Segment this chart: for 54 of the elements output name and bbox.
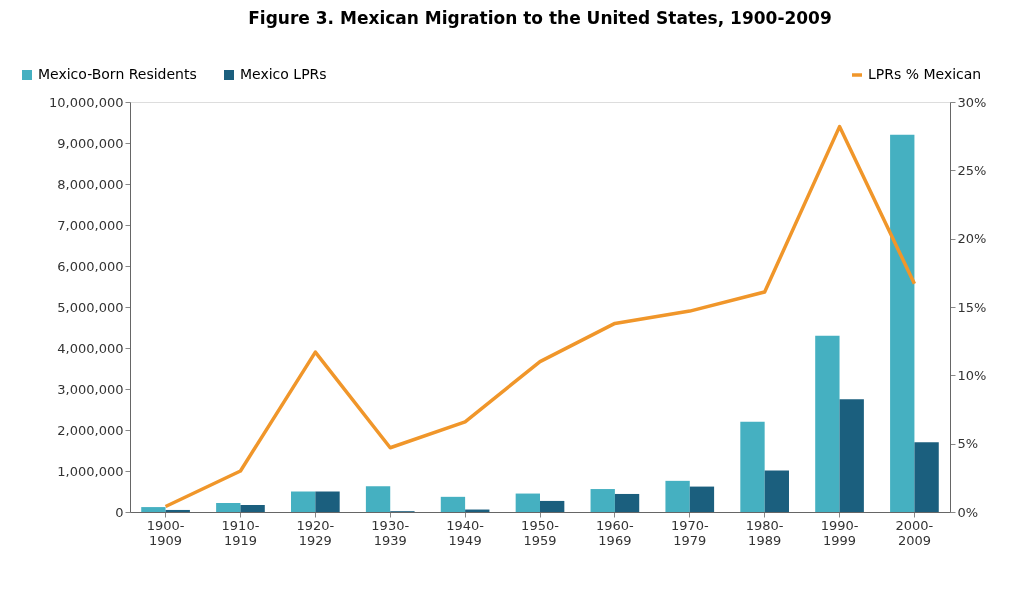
y-tick-label: 6,000,000 — [57, 258, 124, 274]
x-tick-label: 1990- 1999 — [820, 517, 859, 548]
bar — [665, 480, 690, 512]
y-tick-label: 3,000,000 — [57, 381, 124, 397]
y-tick-label: 7,000,000 — [57, 217, 124, 233]
x-tick-label: 1930- 1939 — [371, 517, 410, 548]
legend-label: LPRs % Mexican — [868, 66, 982, 82]
bar — [216, 502, 241, 512]
bar — [315, 491, 340, 512]
y2-tick-label: 10% — [957, 367, 987, 383]
chart-title: Figure 3. Mexican Migration to the United States, 1900-2009 — [248, 8, 832, 28]
legend-label: Mexico-Born Residents — [38, 66, 197, 82]
legend-label: Mexico LPRs — [240, 66, 327, 82]
y-tick-label: 0 — [115, 504, 124, 520]
y2-tick-label: 5% — [957, 436, 979, 452]
bar — [689, 486, 715, 512]
x-tick-label: 1910- 1919 — [221, 517, 260, 548]
bar — [440, 496, 466, 512]
bar — [590, 489, 615, 512]
y2-tick-label: 15% — [957, 299, 987, 315]
bar — [240, 505, 265, 512]
y2-tick-label: 25% — [957, 162, 987, 178]
bar — [165, 509, 190, 512]
y2-tick-label: 20% — [957, 231, 987, 247]
bar — [839, 399, 864, 512]
bar — [365, 486, 391, 512]
x-tick-label: 1980- 1989 — [745, 517, 784, 548]
y-tick-label: 2,000,000 — [57, 422, 124, 438]
x-tick-label: 1900- 1909 — [146, 517, 185, 548]
y-tick-label: 4,000,000 — [57, 340, 124, 356]
y-tick-label: 5,000,000 — [57, 299, 124, 315]
bar — [890, 134, 915, 512]
x-tick-label: 2000- 2009 — [895, 517, 934, 548]
bar — [764, 470, 789, 512]
bar — [540, 500, 565, 512]
bar — [291, 491, 316, 512]
bar — [515, 493, 540, 512]
x-tick-label: 1920- 1929 — [296, 517, 335, 548]
bar — [914, 442, 939, 512]
x-tick-label: 1970- 1979 — [670, 517, 709, 548]
bar — [740, 421, 765, 512]
bar — [141, 507, 166, 512]
y-tick-label: 9,000,000 — [57, 135, 124, 151]
x-tick-label: 1960- 1969 — [596, 517, 635, 548]
y-tick-label: 8,000,000 — [57, 176, 124, 192]
y2-tick-label: 30% — [957, 94, 987, 110]
y-tick-label: 1,000,000 — [57, 463, 124, 479]
x-tick-label: 1940- 1949 — [446, 517, 485, 548]
y2-tick-label: 0% — [957, 504, 979, 520]
line-series — [163, 124, 917, 509]
bar — [815, 335, 840, 512]
x-tick-label: 1950- 1959 — [521, 517, 560, 548]
y-tick-label: 10,000,000 — [49, 94, 124, 110]
bar — [614, 493, 640, 512]
